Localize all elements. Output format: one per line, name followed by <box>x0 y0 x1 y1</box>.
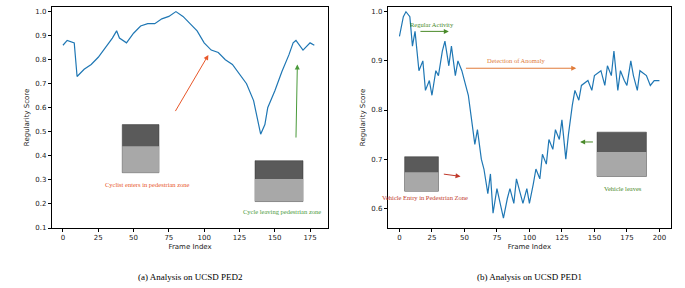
svg-text:150: 150 <box>588 234 601 242</box>
svg-text:100: 100 <box>523 234 536 242</box>
svg-text:0.6: 0.6 <box>35 104 47 112</box>
svg-text:0.7: 0.7 <box>371 156 382 164</box>
svg-text:1.0: 1.0 <box>371 8 382 16</box>
svg-text:Vehicle Entry in Pedestrian Zo: Vehicle Entry in Pedestrian Zone <box>382 194 468 201</box>
svg-text:75: 75 <box>492 234 501 242</box>
svg-text:75: 75 <box>164 234 173 242</box>
svg-text:0.1: 0.1 <box>35 224 46 232</box>
svg-text:0.4: 0.4 <box>35 152 47 160</box>
svg-text:175: 175 <box>303 234 316 242</box>
svg-text:Frame Index: Frame Index <box>508 243 551 251</box>
svg-text:Regularity Score: Regularity Score <box>23 89 31 147</box>
svg-text:125: 125 <box>555 234 568 242</box>
svg-text:(a) Analysis on UCSD PED2: (a) Analysis on UCSD PED2 <box>138 272 243 282</box>
svg-text:Frame Index: Frame Index <box>168 243 211 251</box>
svg-text:50: 50 <box>129 234 138 242</box>
svg-text:0: 0 <box>61 234 65 242</box>
svg-text:100: 100 <box>197 234 210 242</box>
svg-text:0.2: 0.2 <box>35 200 46 208</box>
svg-text:25: 25 <box>94 234 103 242</box>
svg-text:0.8: 0.8 <box>371 106 382 114</box>
svg-text:Cyclist enters in pedestrian z: Cyclist enters in pedestrian zone <box>105 181 190 188</box>
svg-text:Vehicle leaves: Vehicle leaves <box>604 185 642 192</box>
svg-text:(b) Analysis on UCSD PED1: (b) Analysis on UCSD PED1 <box>477 272 582 282</box>
svg-text:200: 200 <box>653 234 666 242</box>
svg-text:0.5: 0.5 <box>35 128 46 136</box>
svg-text:175: 175 <box>620 234 633 242</box>
svg-text:Cycle leaving pedestrian zone: Cycle leaving pedestrian zone <box>243 208 321 215</box>
svg-text:125: 125 <box>233 234 246 242</box>
svg-text:Detection of Anomaly: Detection of Anomaly <box>487 57 546 64</box>
svg-text:0.6: 0.6 <box>371 205 383 213</box>
svg-text:Regularity Score: Regularity Score <box>359 89 367 147</box>
svg-text:150: 150 <box>268 234 281 242</box>
svg-text:0.3: 0.3 <box>35 176 46 184</box>
svg-text:0.9: 0.9 <box>35 32 46 40</box>
svg-text:0.9: 0.9 <box>371 57 382 65</box>
svg-text:0.8: 0.8 <box>35 56 46 64</box>
svg-text:1.0: 1.0 <box>35 8 46 16</box>
svg-text:25: 25 <box>427 234 436 242</box>
svg-text:50: 50 <box>460 234 469 242</box>
svg-text:0: 0 <box>397 234 401 242</box>
svg-text:Regular Activity: Regular Activity <box>410 21 454 28</box>
svg-text:0.7: 0.7 <box>35 80 46 88</box>
